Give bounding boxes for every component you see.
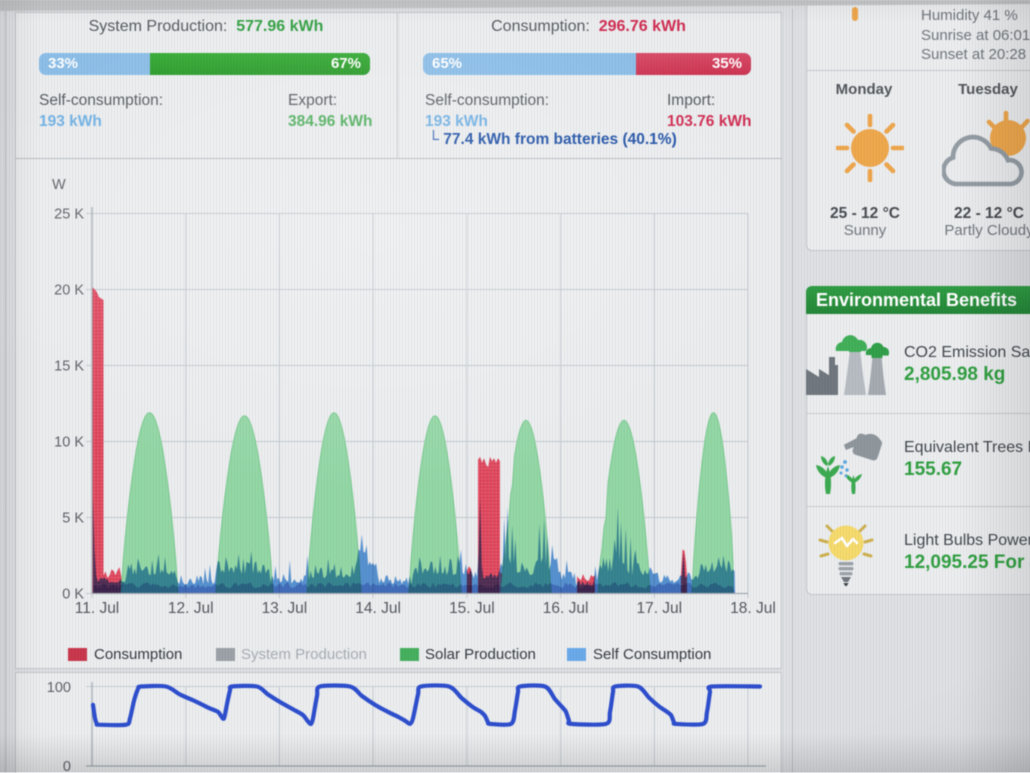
svg-text:25 K: 25 K: [54, 207, 84, 223]
svg-text:5 K: 5 K: [62, 511, 84, 527]
svg-text:100: 100: [47, 680, 71, 696]
svg-text:20 K: 20 K: [54, 283, 84, 299]
svg-text:15. Jul: 15. Jul: [449, 600, 495, 617]
svg-text:12. Jul: 12. Jul: [168, 600, 214, 617]
svg-text:17. Jul: 17. Jul: [636, 600, 682, 617]
svg-text:W: W: [52, 177, 66, 193]
svg-text:0 K: 0 K: [62, 587, 84, 603]
svg-text:18. Jul: 18. Jul: [730, 600, 776, 617]
svg-text:0: 0: [63, 759, 71, 772]
svg-text:14. Jul: 14. Jul: [355, 600, 401, 617]
svg-text:10 K: 10 K: [54, 435, 84, 451]
svg-text:16. Jul: 16. Jul: [543, 600, 589, 617]
svg-text:13. Jul: 13. Jul: [262, 600, 308, 617]
svg-text:15 K: 15 K: [54, 359, 84, 375]
svg-text:11. Jul: 11. Jul: [75, 600, 120, 617]
